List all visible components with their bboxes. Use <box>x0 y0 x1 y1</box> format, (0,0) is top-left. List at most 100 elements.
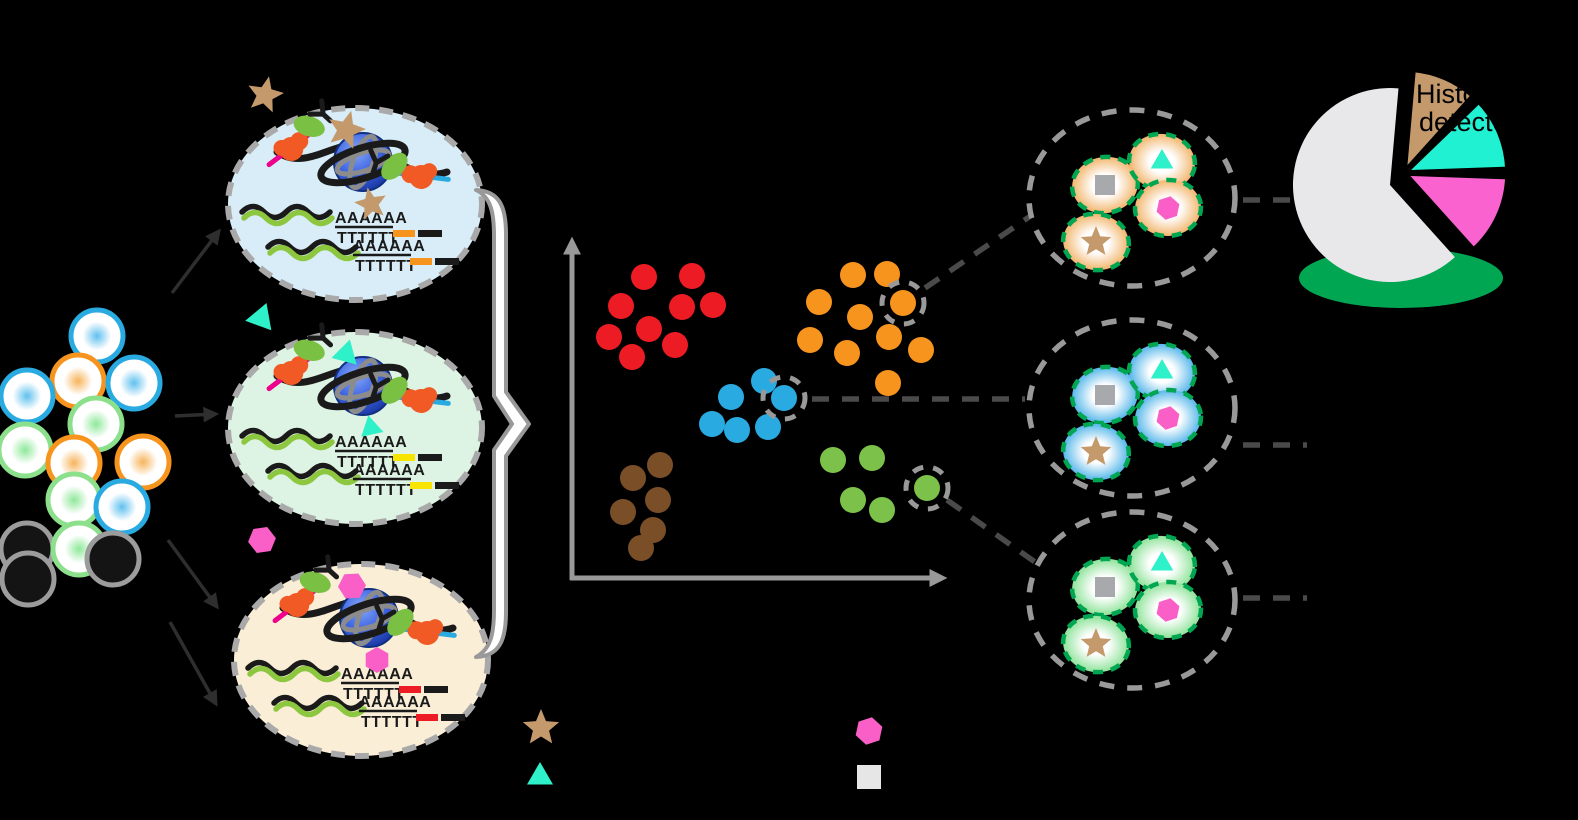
zoom-connector <box>923 212 1034 291</box>
star-icon <box>1080 226 1112 255</box>
star-icon <box>1080 436 1112 465</box>
polyT-sequence: TTTTTT <box>361 714 423 731</box>
scatter-dot-orange <box>874 261 900 287</box>
nucleic-strand <box>267 244 361 262</box>
selection-arrow <box>170 228 221 295</box>
polyA-sequence: AAAAAA <box>335 210 407 227</box>
scatter-dot-green <box>840 487 866 513</box>
scatter-dot-brown <box>620 465 646 491</box>
zoom-cluster-orange <box>1026 107 1307 289</box>
hexagon-icon <box>855 717 883 745</box>
connector-lines <box>812 212 1037 565</box>
scatter-dot-red <box>679 263 705 289</box>
scatter-dot-red <box>700 292 726 318</box>
marker-legend <box>522 709 883 789</box>
star-icon <box>248 76 284 113</box>
hexagon-icon <box>365 647 389 673</box>
cluster-outline <box>1026 317 1238 499</box>
profiled-single-cells: AAAAAATTTTTTAAAAAATTTTTTAAAAAATTTTTTAAAA… <box>225 98 491 759</box>
blue-cell <box>105 354 163 412</box>
hexagon-icon <box>1156 598 1180 622</box>
triangle-icon <box>245 303 272 331</box>
dissociation-arrows <box>166 228 221 707</box>
nucleic-strand <box>241 433 335 451</box>
nucleic-strand <box>247 665 341 683</box>
triangle-icon <box>331 339 357 365</box>
scatter-dot-red <box>619 344 645 370</box>
antibody-enzyme-complex <box>266 98 334 168</box>
scatter-dot-blue <box>751 368 777 394</box>
barcode-black <box>418 230 442 237</box>
square-icon <box>857 765 881 789</box>
polyT-sequence: TTTTTT <box>337 454 399 471</box>
floating-markers <box>245 76 284 553</box>
antibody-enzyme-complex <box>272 554 340 624</box>
square-icon <box>1095 385 1115 405</box>
scatter-dot-brown <box>628 535 654 561</box>
triangle-icon <box>1150 149 1174 169</box>
antibody-enzyme-complex <box>266 322 334 392</box>
triangle-icon <box>527 762 553 785</box>
pie-label-line1: Histone <box>1416 79 1508 109</box>
blue-cell <box>0 367 56 425</box>
scatter-dot-red <box>631 264 657 290</box>
zoom-cluster-blue <box>1026 317 1307 499</box>
selection-ring <box>903 464 951 512</box>
nucleic-strand <box>265 462 359 480</box>
scatter-dot-green-selected <box>914 475 940 501</box>
zoom-connector <box>945 497 1037 565</box>
blue-cell <box>93 478 151 536</box>
scatter-dot-green <box>859 445 885 471</box>
selection-ring <box>879 279 927 327</box>
nucleic-strand <box>273 700 367 718</box>
scatter-dot-orange <box>876 324 902 350</box>
triangle-icon <box>1150 551 1174 571</box>
nucleic-strand <box>271 694 365 712</box>
square-icon <box>1095 577 1115 597</box>
scatter-dot-red <box>662 332 688 358</box>
polyT-sequence: TTTTTT <box>337 230 399 247</box>
pie-body <box>1292 88 1455 283</box>
selection-ring <box>760 374 808 422</box>
hexagon-icon <box>1156 196 1180 220</box>
scatter-dot-orange <box>847 304 873 330</box>
scatter-dot-orange <box>806 289 832 315</box>
scatter-dot-orange <box>908 337 934 363</box>
scatter-dot-brown <box>645 487 671 513</box>
nucleic-strand <box>245 659 339 677</box>
pie-label-line2: detected <box>1419 107 1523 137</box>
selection-arrow <box>168 621 218 707</box>
scatter-dot-brown <box>647 452 673 478</box>
cluster-scatter-plot <box>563 236 951 587</box>
dead-cell <box>0 550 57 608</box>
scatter-dot-blue <box>724 417 750 443</box>
input-cell-population <box>0 307 172 608</box>
barcode-black <box>435 482 459 489</box>
scatter-dot-orange <box>840 262 866 288</box>
scatter-dot-green <box>820 447 846 473</box>
polyA-sequence: AAAAAA <box>341 666 413 683</box>
barcode-black <box>441 714 465 721</box>
triangle-icon <box>361 415 384 437</box>
barcode-accent <box>399 686 421 693</box>
polyT-sequence: TTTTTT <box>355 258 417 275</box>
antibody-enzyme-complex <box>368 371 451 413</box>
hexagon-icon <box>248 527 276 553</box>
selection-arrow <box>174 406 220 423</box>
nucleic-strand <box>239 427 333 445</box>
scatter-dot-brown <box>610 499 636 525</box>
nucleic-strand <box>241 209 335 227</box>
polyA-sequence: AAAAAA <box>335 434 407 451</box>
barcode-accent <box>416 714 438 721</box>
polyT-sequence: TTTTTT <box>343 686 405 703</box>
scatter-dot-blue-selected <box>771 385 797 411</box>
green-cell <box>45 471 103 529</box>
star-icon <box>354 187 386 220</box>
barcode-black <box>418 454 442 461</box>
